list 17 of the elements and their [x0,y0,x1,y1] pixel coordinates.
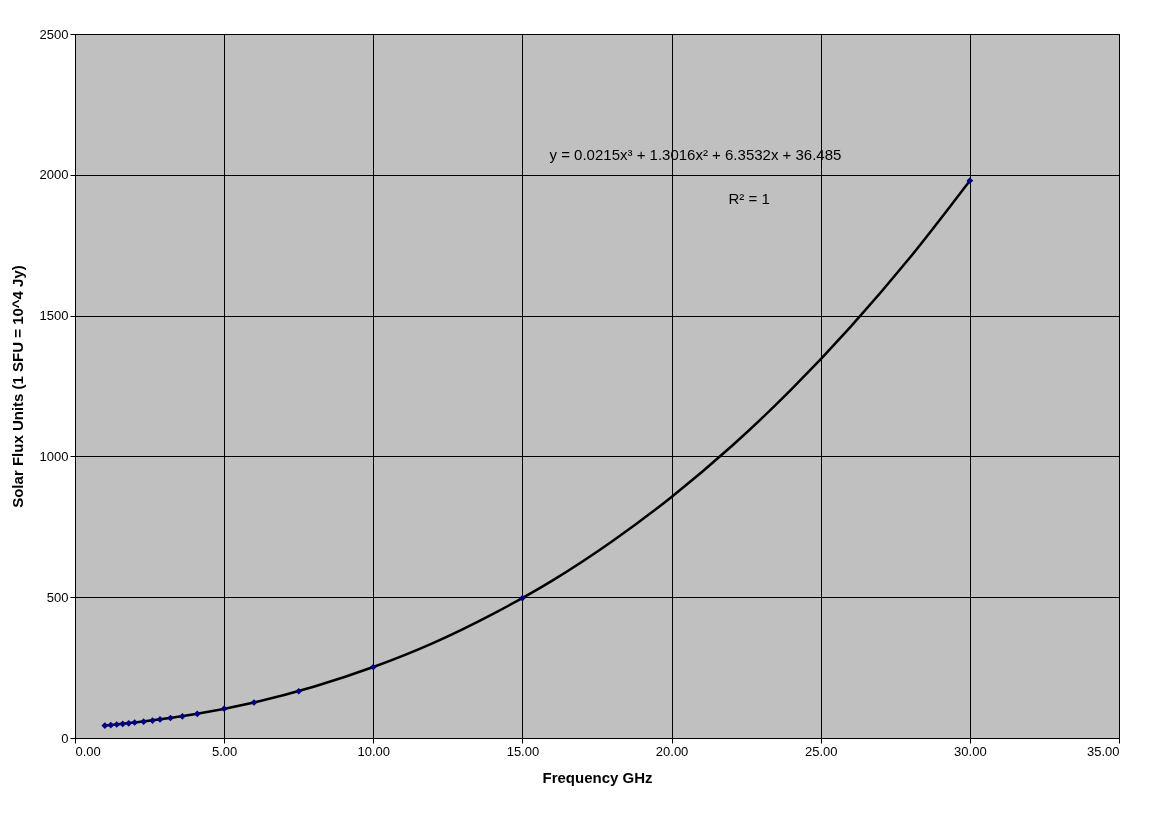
annotation: R² = 1 [728,189,770,207]
x-tick-label: 5.00 [211,743,238,759]
y-tick-label: 2000 [39,167,69,183]
x-tick-label: 0.00 [75,743,101,759]
x-tick-label: 20.00 [655,743,689,759]
y-tick-label: 2500 [39,26,69,42]
y-axis-title: Solar Flux Units (1 SFU = 10^4 Jy) [8,265,26,508]
x-tick-label: 35.00 [1086,743,1120,759]
x-tick-label: 10.00 [357,743,391,759]
y-tick-label: 1000 [39,448,69,464]
x-axis-title: Frequency GHz [542,768,653,786]
y-tick-label: 0 [61,730,69,746]
x-tick-label: 25.00 [804,743,838,759]
x-tick-label: 15.00 [506,743,540,759]
x-tick-label: 30.00 [954,743,987,759]
y-tick-label: 500 [46,589,69,605]
y-tick-label: 1500 [39,308,69,324]
